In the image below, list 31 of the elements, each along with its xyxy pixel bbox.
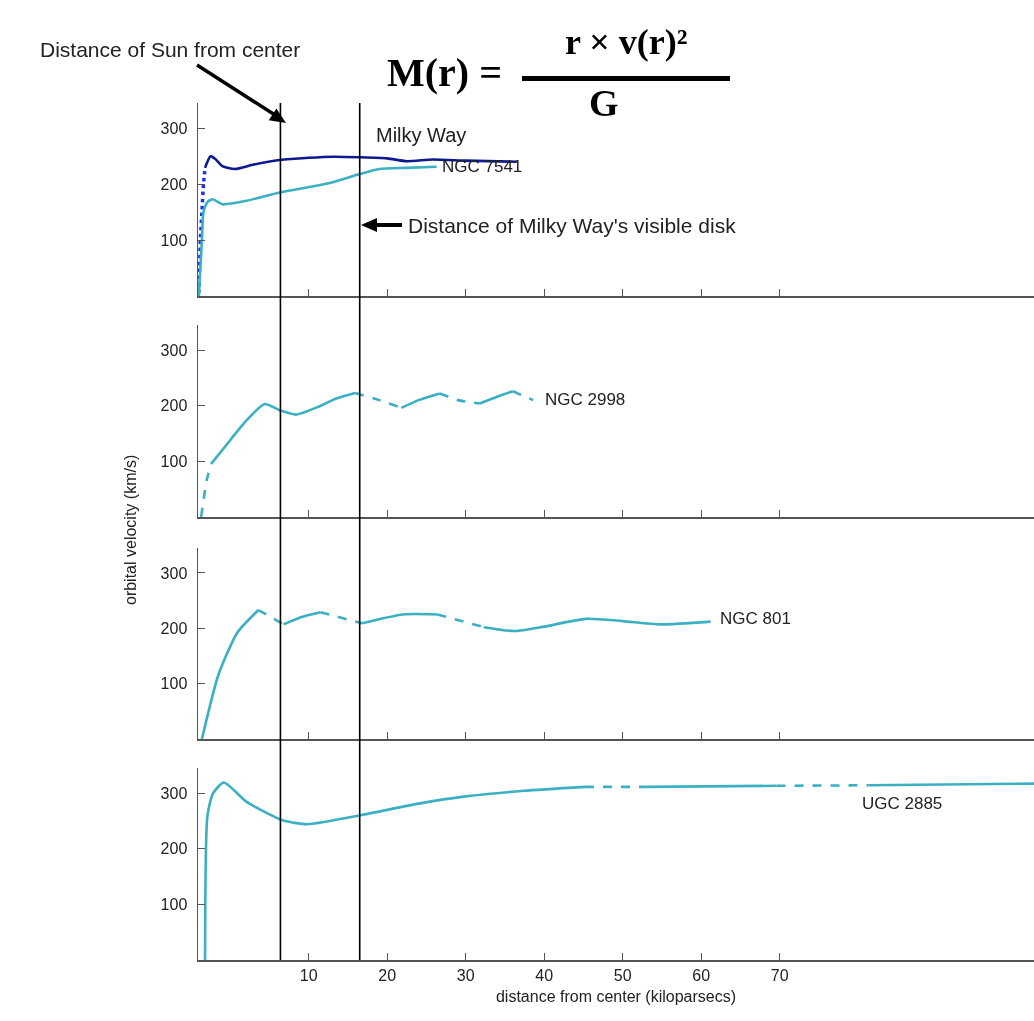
x-tick-label: 50 — [613, 966, 632, 984]
annotation: Milky Way — [376, 124, 467, 146]
x-tick-label: 20 — [378, 966, 397, 984]
y-axis-title: orbital velocity (km/s) — [122, 454, 139, 605]
text: r × v(r)² — [565, 22, 688, 62]
y-tick-label: 200 — [160, 397, 188, 415]
ref-line-label: Distance of Milky Way's visible disk — [408, 214, 737, 237]
x-tick-label: 40 — [535, 966, 554, 984]
x-axis-title: distance from center (kiloparsecs) — [495, 988, 737, 1006]
y-tick-label: 300 — [160, 564, 188, 582]
y-tick-label: 300 — [160, 784, 188, 802]
y-tick-label: 300 — [160, 119, 188, 137]
y-tick-label: 200 — [160, 619, 188, 637]
y-tick-label: 100 — [160, 895, 188, 913]
annotation: G — [589, 82, 619, 124]
annotation: NGC 7541 — [442, 157, 523, 176]
y-tick-label: 200 — [160, 175, 188, 193]
annotation: NGC 801 — [720, 609, 791, 628]
x-tick-label: 70 — [770, 966, 789, 984]
y-tick-label: 200 — [160, 840, 188, 858]
annotation: NGC 2998 — [545, 390, 626, 409]
y-tick-label: 100 — [160, 452, 188, 470]
y-tick-label: 100 — [160, 231, 188, 249]
y-tick-label: 100 — [160, 675, 188, 693]
ref-line-label: Distance of Sun from center — [40, 38, 301, 61]
text: M(r) = — [387, 50, 502, 95]
x-tick-label: 10 — [299, 966, 318, 984]
y-tick-label: 300 — [160, 341, 188, 359]
x-tick-label: 30 — [456, 966, 475, 984]
annotation: UGC 2885 — [862, 794, 943, 813]
x-tick-label: 60 — [692, 966, 711, 984]
